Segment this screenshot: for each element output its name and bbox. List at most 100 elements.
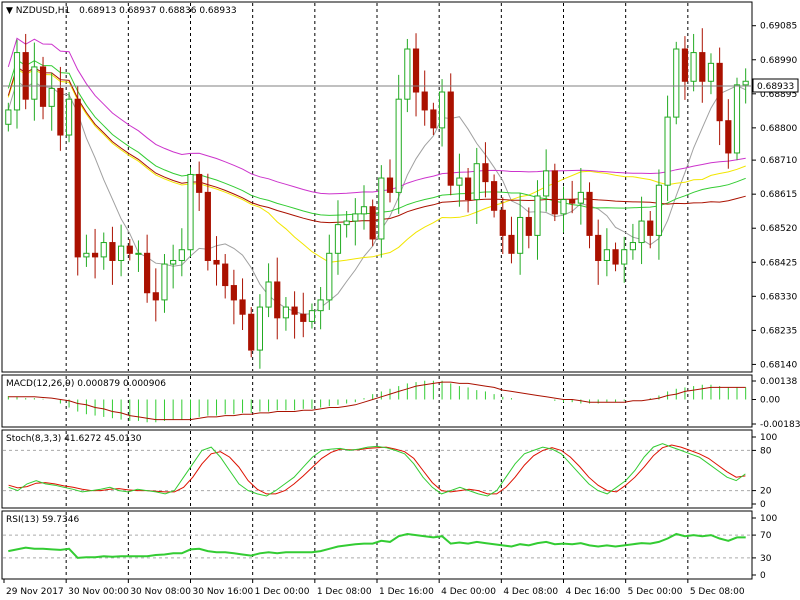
candle-body <box>595 234 602 261</box>
osc-y-tick-label: 0 <box>760 571 766 581</box>
candle-body <box>282 306 290 319</box>
candle-body <box>629 242 636 251</box>
candle-body <box>543 170 550 197</box>
osc-y-tick-label: 100 <box>760 433 777 443</box>
candle-body <box>152 292 159 301</box>
candle-body <box>699 52 706 82</box>
candle-body <box>222 263 229 287</box>
candle-body <box>118 245 125 261</box>
osc-y-tick-label: 80 <box>760 446 772 456</box>
candle-body <box>91 252 99 258</box>
macd-y-tick-label: -0.00183 <box>760 420 800 430</box>
rsi-line <box>8 532 746 559</box>
x-tick-label: 30 Nov 08:00 <box>130 587 191 597</box>
candle-body <box>395 98 402 193</box>
candle-body <box>178 249 185 261</box>
moving-average-lines <box>7 37 746 315</box>
candle-body <box>308 310 316 322</box>
price-axis-ticks: 0.69085 0.68990 0.68895 0.68800 0.68710 0.686… <box>752 22 797 370</box>
osc-y-tick-label: 100 <box>760 514 777 524</box>
candle-body <box>716 62 723 122</box>
stoch-level-lines <box>3 449 751 492</box>
candle-body <box>65 98 73 136</box>
x-tick-label: 30 Nov 16:00 <box>193 587 254 597</box>
y-tick-label: 0.68140 <box>760 360 797 370</box>
time-axis: 29 Nov 2017 30 Nov 00:00 30 Nov 08:00 30 No… <box>3 579 745 597</box>
x-tick-label: 1 Dec 08:00 <box>317 587 372 597</box>
candle-body <box>551 170 558 215</box>
candle-body <box>334 224 342 254</box>
candle-body <box>647 220 654 236</box>
candle-body <box>135 252 142 255</box>
candle-body <box>473 163 480 201</box>
candle-body <box>369 206 376 240</box>
rsi-value-line <box>8 532 746 559</box>
osc-y-tick-label: 70 <box>760 531 772 541</box>
ma-red-line <box>7 66 746 224</box>
stoch-vertical-gridlines <box>65 431 689 507</box>
current-price-tag <box>752 78 799 93</box>
candle-body <box>48 87 55 107</box>
rsi-level-lines <box>3 534 751 559</box>
candle-body <box>438 91 446 129</box>
candle-body <box>456 177 463 186</box>
candle-body <box>560 199 567 215</box>
candle-body <box>525 216 532 236</box>
x-tick-label: 4 Dec 16:00 <box>566 587 621 597</box>
y-tick-label: 0.68990 <box>760 56 797 66</box>
candle-body <box>274 281 281 319</box>
candle-body <box>421 91 428 111</box>
candle-body <box>230 285 237 301</box>
candle-body <box>74 98 81 258</box>
candle-body <box>360 206 368 215</box>
candle-body <box>386 177 394 193</box>
candle-body <box>126 245 133 254</box>
candle-body <box>612 249 619 265</box>
candle-body <box>569 199 576 204</box>
macd-vertical-gridlines <box>65 376 689 426</box>
candle-body <box>491 181 498 211</box>
ma-green-line <box>7 59 746 216</box>
stoch-main-line <box>8 443 746 497</box>
candle-body <box>499 209 506 236</box>
candle-body <box>690 52 697 82</box>
ma-gray-line <box>7 80 746 315</box>
chart-symbol: ▼ NZDUSD,H1 0.68913 0.68937 0.68836 0.68… <box>6 6 237 16</box>
candle-body <box>144 252 151 294</box>
x-tick-label: 29 Nov 2017 <box>6 587 64 597</box>
macd-y-tick-label: 0.00 <box>760 395 780 405</box>
stoch-lines <box>8 443 746 497</box>
candle-body <box>213 259 220 265</box>
candle-body <box>291 306 298 315</box>
candle-body <box>404 48 411 100</box>
candle-body <box>109 242 116 261</box>
candle-body <box>248 313 255 351</box>
candle-body <box>343 220 350 226</box>
candle-body <box>196 173 203 193</box>
candle-body <box>725 120 732 154</box>
ma-yellow-line <box>7 67 746 263</box>
candle-body <box>733 84 741 154</box>
macd-signal <box>8 381 746 421</box>
candle-body <box>239 299 246 315</box>
candle-body <box>577 191 584 204</box>
candle-body <box>187 173 194 251</box>
y-tick-label: 0.68615 <box>760 190 797 200</box>
candle-body <box>464 177 472 201</box>
price-candles <box>5 28 749 369</box>
candle-body <box>603 249 610 261</box>
candle-body <box>412 48 420 93</box>
osc-y-tick-label: 30 <box>760 554 772 564</box>
candle-body <box>5 109 12 125</box>
candle-body <box>508 234 515 254</box>
candle-body <box>517 216 524 254</box>
candle-body <box>265 281 272 308</box>
candle-body <box>655 184 663 236</box>
x-tick-label: 1 Dec 16:00 <box>379 587 434 597</box>
y-tick-label: 0.68520 <box>760 224 797 234</box>
stoch-signal-line <box>8 444 746 495</box>
candle-body <box>681 48 689 82</box>
macd-axis-ticks: 0.00138 0.00 -0.00183 <box>752 377 800 430</box>
candle-body <box>586 191 593 236</box>
